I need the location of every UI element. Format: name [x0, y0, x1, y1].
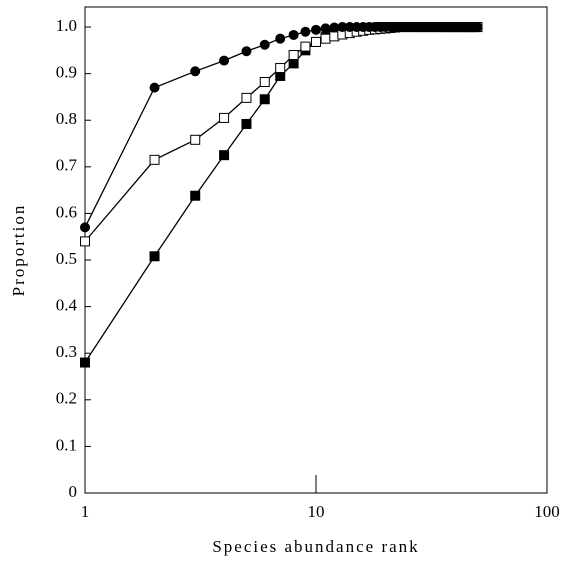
point [472, 22, 483, 33]
point [149, 251, 160, 262]
point [259, 94, 270, 105]
point [219, 112, 230, 123]
point [275, 63, 286, 74]
x-axis-label: Species abundance rank [212, 537, 419, 556]
point [149, 154, 160, 165]
point [241, 118, 252, 129]
point [190, 134, 201, 145]
y-axis-label: Proportion [9, 204, 28, 297]
y-tick-label: 0.8 [56, 109, 77, 128]
point [80, 222, 90, 233]
point [219, 55, 230, 66]
point [311, 24, 321, 35]
point [219, 150, 230, 161]
point [149, 82, 160, 93]
point [241, 46, 252, 57]
x-tick-label: 100 [534, 502, 560, 521]
y-tick-label: 0.6 [56, 202, 77, 221]
x-tick-label: 10 [308, 502, 325, 521]
y-tick-label: 0 [69, 482, 78, 501]
y-tick-label: 0.2 [56, 389, 77, 408]
x-tick-label: 1 [81, 502, 90, 521]
point [288, 49, 299, 60]
point [320, 33, 331, 44]
point [275, 33, 286, 44]
point [311, 36, 321, 47]
y-tick-label: 0.1 [56, 435, 77, 454]
point [300, 41, 311, 52]
point [259, 77, 270, 88]
y-tick-label: 1.0 [56, 16, 77, 35]
point [288, 58, 299, 69]
point [80, 236, 90, 247]
point [241, 92, 252, 103]
point [259, 39, 270, 50]
point [320, 23, 331, 34]
point [300, 26, 311, 37]
plot-frame [84, 6, 548, 494]
y-tick-label: 0.9 [56, 63, 77, 82]
y-tick-label: 0.5 [56, 249, 77, 268]
point [190, 66, 201, 77]
y-tick-label: 0.3 [56, 342, 77, 361]
series-line [84, 26, 478, 242]
y-tick-label: 0.7 [56, 156, 78, 175]
point [288, 29, 299, 40]
point [80, 357, 90, 368]
point [190, 190, 201, 201]
series-line [84, 26, 478, 228]
y-tick-label: 0.4 [56, 296, 78, 315]
